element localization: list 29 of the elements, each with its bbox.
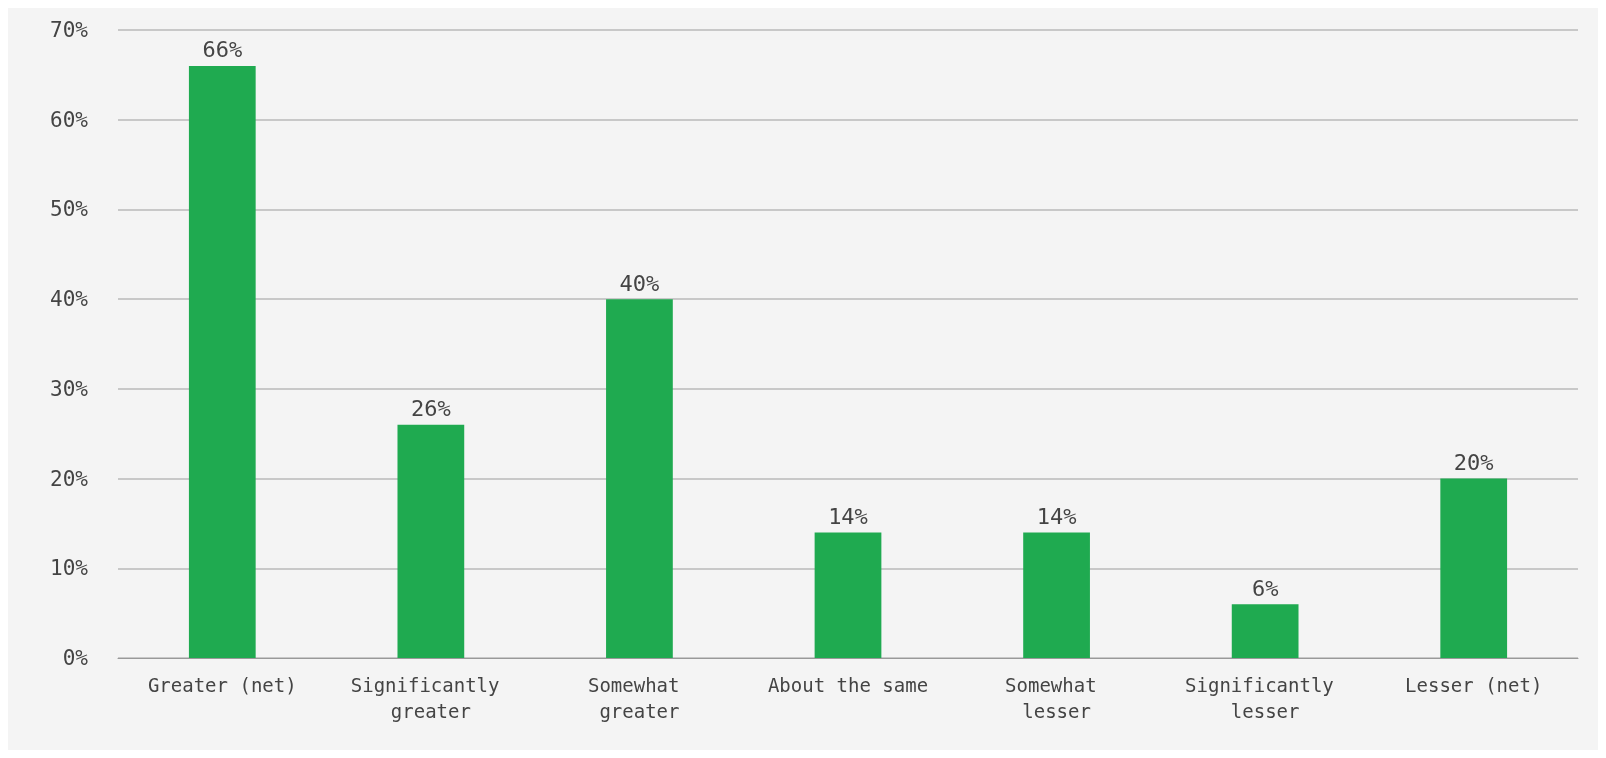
y-tick-label: 0% (62, 646, 89, 670)
x-tick-label: Somewhat greater (587, 674, 691, 722)
bar (814, 532, 882, 658)
data-label: 66% (202, 37, 243, 63)
x-tick-label: Greater (net) (147, 674, 297, 696)
y-tick-label: 60% (50, 107, 89, 132)
y-tick-label: 20% (50, 466, 89, 491)
y-tick-label: 30% (50, 376, 89, 401)
x-tick-label: About the same (767, 674, 929, 696)
bar (188, 65, 256, 658)
x-tick-label: Significantly lesser (1185, 674, 1346, 722)
y-tick-label: 10% (50, 556, 89, 581)
bar (1023, 532, 1090, 658)
bar (606, 299, 673, 658)
data-label: 26% (410, 396, 451, 422)
x-tick-label: Lesser (net) (1405, 674, 1543, 696)
y-tick-label: 40% (50, 287, 89, 312)
x-tick-label: Significantly greater (350, 674, 511, 722)
data-label: 6% (1251, 575, 1279, 601)
data-label: 20% (1453, 450, 1494, 476)
y-tick-label: 70% (50, 18, 89, 42)
bar (1231, 604, 1299, 658)
bar (397, 424, 465, 658)
x-tick-label: Somewhat lesser (1005, 674, 1109, 722)
bar (1440, 478, 1508, 658)
data-label: 40% (619, 270, 660, 296)
data-label: 14% (1036, 503, 1077, 529)
data-label: 14% (828, 503, 868, 529)
y-tick-label: 50% (50, 197, 89, 222)
